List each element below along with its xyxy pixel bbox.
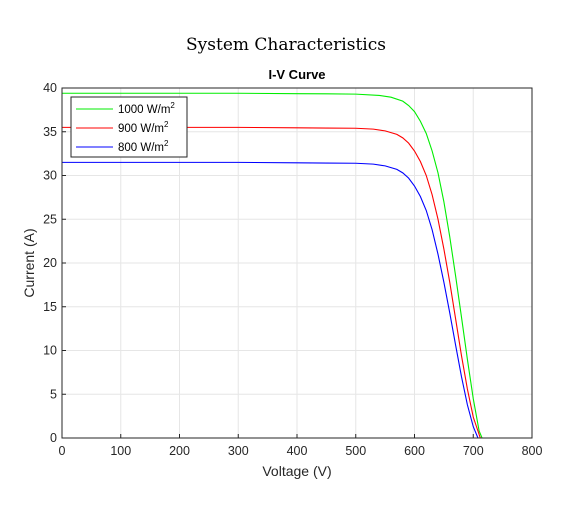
y-tick-label: 5: [50, 387, 57, 401]
series-lines: [62, 92, 483, 439]
x-tick-label: 100: [110, 444, 131, 458]
legend-entry-1: 900 W/m2: [118, 120, 169, 135]
x-ticks: 0 100 200 300 400 500 600 700 800: [59, 434, 543, 458]
y-tick-label: 30: [43, 169, 57, 183]
x-tick-label: 200: [169, 444, 190, 458]
y-tick-label: 40: [43, 81, 57, 95]
legend-entry-0: 1000 W/m2: [118, 101, 175, 116]
legend-label: 1000 W/m: [118, 104, 170, 116]
series-line-1: [62, 126, 481, 439]
figure-title: System Characteristics: [186, 35, 386, 55]
x-tick-label: 400: [287, 444, 308, 458]
y-tick-label: 15: [43, 300, 57, 314]
x-tick-label: 300: [228, 444, 249, 458]
x-tick-label: 700: [463, 444, 484, 458]
y-tick-label: 10: [43, 344, 57, 358]
series-line-2: [62, 161, 479, 439]
x-tick-label: 800: [522, 444, 543, 458]
y-ticks: 0 5 10 15 20 25 30 35 40: [43, 81, 66, 445]
legend-label-superscript: 2: [170, 101, 175, 110]
legend-label-superscript: 2: [164, 120, 169, 129]
x-tick-label: 0: [59, 444, 66, 458]
x-tick-label: 600: [404, 444, 425, 458]
legend-label-superscript: 2: [164, 139, 169, 148]
legend-label: 800 W/m: [118, 142, 164, 154]
y-tick-label: 0: [50, 431, 57, 445]
y-tick-label: 35: [43, 125, 57, 139]
legend-label: 900 W/m: [118, 123, 164, 135]
y-tick-label: 20: [43, 256, 57, 270]
chart-title: I-V Curve: [268, 67, 325, 82]
series-line-0: [62, 92, 483, 439]
x-axis-label: Voltage (V): [262, 463, 331, 479]
legend-entry-2: 800 W/m2: [118, 139, 169, 154]
y-tick-label: 25: [43, 212, 57, 226]
x-tick-label: 500: [345, 444, 366, 458]
y-axis-label: Current (A): [21, 228, 37, 297]
